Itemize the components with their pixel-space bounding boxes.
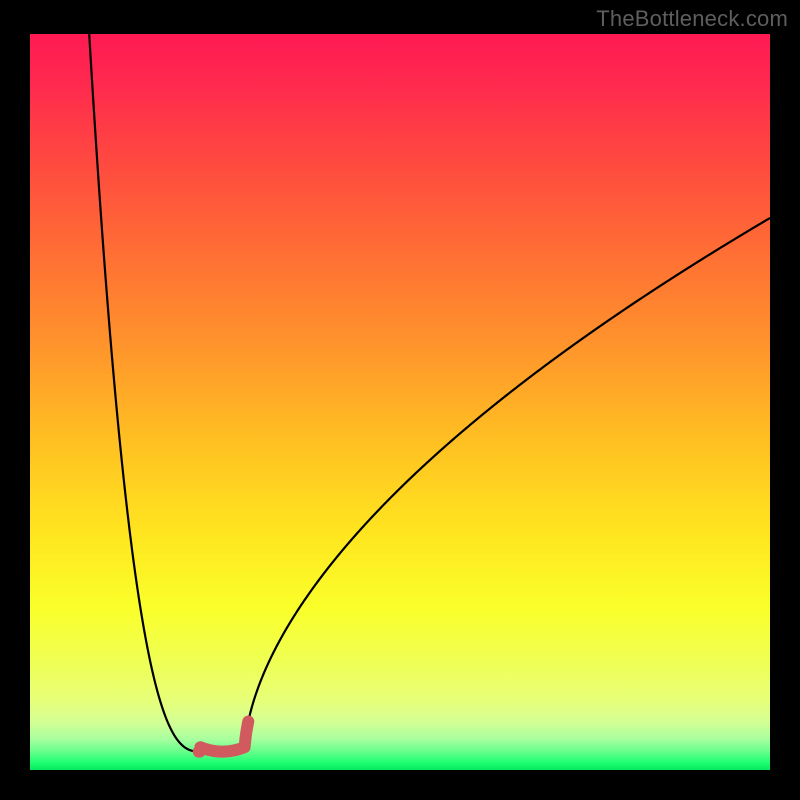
bottleneck-curve-chart (0, 0, 800, 800)
plot-background (30, 34, 770, 770)
chart-canvas: TheBottleneck.com (0, 0, 800, 800)
watermark-text: TheBottleneck.com (596, 6, 788, 32)
